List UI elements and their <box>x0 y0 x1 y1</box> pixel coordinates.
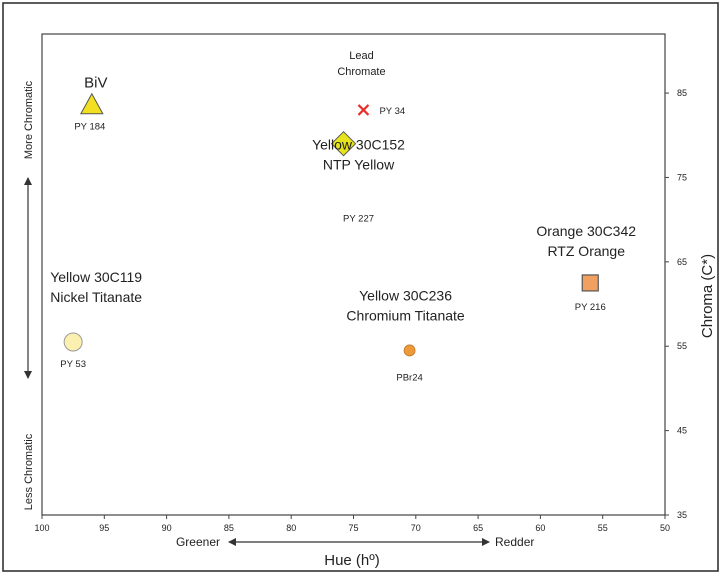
point-lead-chromate-name-label: Lead <box>349 50 373 62</box>
ticks-layer: 100 95 90 85 80 75 70 65 60 55 50 35 45 55 65 75 85 <box>34 88 687 533</box>
point-lead-chromate-name-label: Chromate <box>337 66 385 78</box>
x-tick-label: 85 <box>224 523 234 533</box>
point-lead-chromate-code-label: PY 34 <box>379 106 405 117</box>
point-lead-chromate-x-stroke-b <box>357 104 370 116</box>
point-ntp-yellow-diamond-marker <box>330 130 357 157</box>
y-tick-label: 45 <box>677 426 687 436</box>
point-rtz-orange-name-label: RTZ Orange <box>547 243 625 259</box>
point-nickel-titanate-circle-marker <box>63 332 83 352</box>
point-biv-triangle-marker <box>79 92 104 115</box>
y-tick-label: 85 <box>677 88 687 98</box>
y-tick-label: 55 <box>677 341 687 351</box>
x-tick-label: 70 <box>411 523 421 533</box>
x-tick-label: 80 <box>286 523 296 533</box>
point-lead-chromate-x-marker <box>357 104 370 116</box>
point-ntp-yellow-name-label: Yellow 30C152 <box>312 137 405 153</box>
point-nickel-titanate-code-label: PY 53 <box>60 359 86 370</box>
points-layer <box>63 92 599 357</box>
x-tick-label: 65 <box>473 523 483 533</box>
y-tick-label: 35 <box>677 510 687 520</box>
x-tick-label: 95 <box>99 523 109 533</box>
y-direction-top-label: More Chromatic <box>23 80 35 159</box>
x-tick-label: 50 <box>660 523 670 533</box>
point-rtz-orange-name-label: Orange 30C342 <box>536 223 636 239</box>
point-nickel-titanate-name-label: Yellow 30C119 <box>50 269 142 285</box>
x-axis-title: Hue (hº) <box>324 552 380 569</box>
point-rtz-orange-code-label: PY 216 <box>575 302 606 313</box>
plot-area <box>41 33 666 516</box>
x-tick-label: 75 <box>348 523 358 533</box>
point-chromium-titanate-circle-marker <box>403 344 416 357</box>
point-biv-name-label: BiV <box>84 75 107 92</box>
x-tick-label: 55 <box>598 523 608 533</box>
point-chromium-titanate-name-label: Yellow 30C236 <box>359 287 452 303</box>
x-tick-label: 60 <box>535 523 545 533</box>
x-direction-left-label: Greener <box>176 535 220 549</box>
point-chromium-titanate-name-label: Chromium Titanate <box>346 307 464 323</box>
x-tick-label: 100 <box>34 523 49 533</box>
point-nickel-titanate-name-label: Nickel Titanate <box>50 289 142 305</box>
y-tick-label: 75 <box>677 172 687 182</box>
x-direction-right-label: Redder <box>495 535 534 549</box>
x-tick-label: 90 <box>162 523 172 533</box>
point-chromium-titanate-code-label: PBr24 <box>396 372 422 383</box>
y-tick-label: 65 <box>677 257 687 267</box>
point-biv-code-label: PY 184 <box>74 122 105 133</box>
point-ntp-yellow-code-label: PY 227 <box>343 214 374 225</box>
y-direction-bottom-label: Less Chromatic <box>23 433 35 510</box>
labels-layer: BiV PY 184 Lead Chromate PY 34 Yellow 30C152 N… <box>50 50 636 383</box>
y-axis-title: Chroma (C*) <box>699 254 716 338</box>
point-ntp-yellow-name-label: NTP Yellow <box>323 157 395 173</box>
point-rtz-orange-square-marker <box>581 274 599 292</box>
